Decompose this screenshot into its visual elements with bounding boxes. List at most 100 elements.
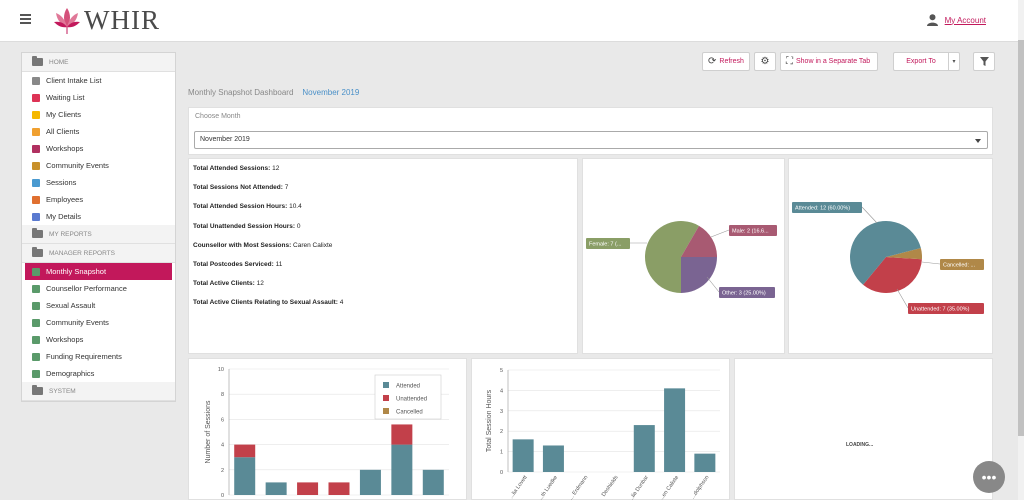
bar[interactable] [633,425,655,472]
pie-slice[interactable] [863,257,922,293]
bar[interactable] [297,482,319,495]
sidebar-item[interactable]: Funding Requirements [22,348,175,365]
bar[interactable] [328,482,350,495]
sidebar-item-label: Employees [46,195,84,204]
sidebar-item[interactable]: Demographics [22,365,175,382]
stat-label: Total Attended Session Hours: [193,203,288,211]
chevron-down-icon[interactable]: ▾ [948,53,959,70]
hours-bar-panel: 0 1 2 3 4 5 Total Session Hours ...lia Lovett..… [471,358,730,500]
bar[interactable] [422,469,444,495]
scrollbar-thumb[interactable] [1018,40,1024,436]
bar[interactable] [542,445,564,472]
sidebar-item-label: Workshops [46,335,84,344]
bar[interactable] [391,444,413,495]
bar[interactable] [359,469,381,495]
dashboard-month: November 2019 [302,88,360,97]
sidebar-item[interactable]: Counsellor Performance [22,280,175,297]
logo[interactable]: WHIR [52,4,160,36]
sidebar-item-label: My Clients [46,110,82,119]
sidebar-item[interactable]: Employees [22,191,175,208]
pie-label-leader [861,206,878,224]
pie-label-box [586,238,630,249]
bar[interactable] [234,457,256,495]
pie-label: Other: 3 (25.00%) [719,287,775,298]
sessions-bar-panel: 0 2 4 6 8 10 Number of Sessions Attended Unatten… [188,358,467,500]
sidebar-item[interactable]: Workshops [22,140,175,157]
sidebar-item[interactable]: My Clients [22,106,175,123]
pie-slice[interactable] [681,257,717,293]
y-tick-label: 1 [500,450,503,456]
folder-icon [32,228,43,238]
sidebar-item-label: Waiting List [46,93,85,102]
pie-label: Attended: 12 (60.00%) [792,202,862,213]
sidebar-item[interactable]: Monthly Snapshot [25,263,172,280]
sidebar-item[interactable]: Workshops [22,331,175,348]
sidebar-section-header[interactable]: SYSTEM [22,382,175,401]
x-tick-label: ...lia Dunbar [628,475,650,500]
sidebar-section-header[interactable]: HOME [22,53,175,72]
star-icon [32,110,40,119]
folder-icon [32,127,40,136]
my-account-link[interactable]: My Account [944,15,986,25]
more-options-button[interactable]: ••• [973,461,1005,493]
bar[interactable] [664,388,686,472]
pie-slice[interactable] [886,248,922,260]
export-dropdown[interactable]: Export To ▾ [893,52,960,71]
pie-slice[interactable] [850,221,921,285]
sidebar-item[interactable]: Client Intake List [22,72,175,89]
people-icon [32,161,40,170]
sidebar-item-label: Community Events [46,318,109,327]
settings-button[interactable]: ⚙ [754,52,776,71]
bar[interactable] [234,444,256,458]
sidebar-item[interactable]: My Details [22,208,175,225]
y-tick-label: 8 [221,392,224,398]
month-select[interactable]: November 2019 [194,131,988,149]
sidebar-item[interactable]: Sessions [22,174,175,191]
pie-slice[interactable] [681,225,717,257]
stat-value: Caren Calixte [293,241,333,249]
loading-text: LOADING... [846,442,874,448]
sidebar-item-label: Monthly Snapshot [46,267,107,276]
top-bar: WHIR My Account [0,0,1018,42]
sidebar-item-label: Funding Requirements [46,352,122,361]
menu-icon[interactable] [20,14,31,24]
pie-label: Male: 2 (16.6... [729,225,777,236]
sidebar-item[interactable]: Community Events [22,314,175,331]
pie-label-box [908,303,984,314]
loading-panel [734,358,993,500]
bar[interactable] [265,482,287,495]
stat-line: Total Postcodes Serviced: 11 [193,261,282,268]
separate-tab-button[interactable]: ⛶ Show in a Separate Tab [780,52,878,71]
y-tick-label: 10 [218,367,224,373]
account-area[interactable]: My Account [926,14,986,26]
bar[interactable] [391,424,413,445]
sidebar-item[interactable]: Community Events [22,157,175,174]
sidebar-item[interactable]: All Clients [22,123,175,140]
sidebar-section-header[interactable]: MY REPORTS [22,225,175,244]
report-icon [32,267,40,276]
sidebar-section-header[interactable]: MANAGER REPORTS [22,244,175,263]
refresh-icon: ⟳ [708,56,717,67]
x-tick-label: Deshields [601,475,620,498]
pie-label-leader [921,261,941,265]
sidebar-item[interactable]: Waiting List [22,89,175,106]
chart-legend: Attended Unattended Cancelled [374,374,442,420]
bar[interactable] [512,439,534,472]
refresh-button[interactable]: ⟳ Refresh [702,52,750,71]
attendance-pie-panel: Attended: 12 (60.00%) Cancelled: ... Unatt… [788,158,993,354]
pie-slice[interactable] [645,221,699,293]
bar[interactable] [694,453,716,472]
filter-button[interactable] [973,52,995,71]
stat-value: 10.4 [289,203,302,211]
sidebar-section-title: MANAGER REPORTS [49,249,115,257]
stat-line: Counsellor with Most Sessions: Caren Cal… [193,242,332,249]
pie-label-leader [710,229,730,238]
sidebar-section-title: HOME [49,58,69,66]
x-tick-label: ...lia Lovett [509,474,529,500]
filter-icon [979,57,989,66]
stat-label: Total Attended Sessions: [193,165,271,172]
details-icon [32,212,40,221]
sidebar-item[interactable]: Sexual Assault [22,297,175,314]
logo-text: WHIR [84,4,160,35]
pie-label-text: Female: 7 (... [589,242,622,248]
